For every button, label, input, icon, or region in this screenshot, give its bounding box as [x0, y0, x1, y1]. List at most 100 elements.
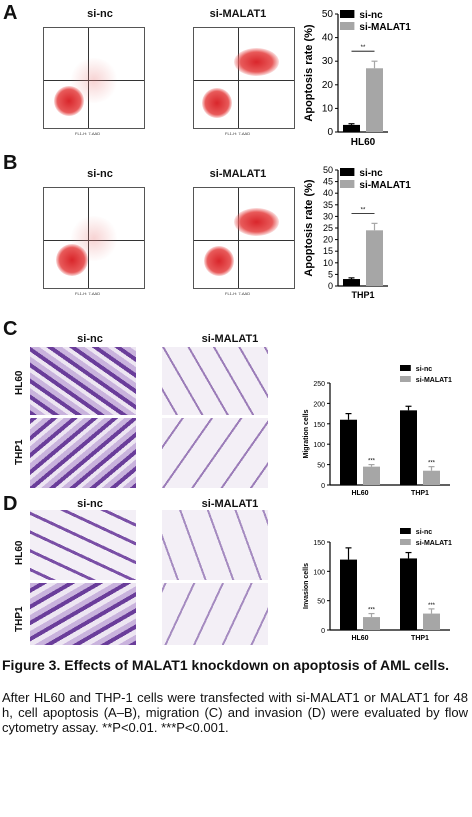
legend-swatch-si-nc [400, 528, 411, 534]
micrograph-d-hl60-simalat1 [162, 510, 268, 580]
panel-a-left-label: si-nc [87, 8, 113, 20]
y-axis-label: Apoptosis rate (%) [303, 24, 315, 122]
micrograph-c-thp1-sinc [30, 418, 136, 488]
y-tick-label: 250 [313, 381, 325, 388]
legend-label: si-MALAT1 [416, 377, 452, 384]
legend-label: si-nc [416, 366, 432, 373]
flow-plot-a-sinc [43, 27, 145, 129]
panel-letter-d: D [3, 493, 18, 515]
bar-si-nc-thp1 [343, 279, 360, 286]
panel-letter-a: A [3, 2, 18, 24]
chart-d: 0 50 100 150 Invasion cells *** HL60 *** THP1 si-… [303, 528, 452, 642]
legend-swatch-si-malat1 [400, 539, 411, 545]
legend-swatch-si-malat1 [400, 376, 411, 382]
y-tick-label: 100 [313, 569, 325, 576]
panel-c-left-label: si-nc [77, 333, 103, 345]
y-tick-label: 25 [323, 223, 333, 233]
panel-c-row2-label: THP1 [14, 439, 25, 465]
micrograph-c-hl60-sinc [30, 347, 136, 415]
y-tick-label: 45 [323, 177, 333, 187]
y-tick-label: 0 [327, 127, 333, 138]
legend-swatch-si-nc [340, 10, 355, 18]
y-axis-label: Apoptosis rate (%) [303, 179, 315, 277]
legend-swatch-si-malat1 [340, 22, 355, 30]
flow-plot-b-simalat1 [193, 187, 295, 289]
significance-marker: *** [368, 459, 376, 465]
bar-si-nc-hl60 [343, 124, 360, 132]
flow-b-sinc-xaxis: FL1-H: 7-AAD [75, 291, 101, 296]
y-axis-label: Invasion cells [303, 563, 310, 609]
bar-si-nc-hl60 [340, 419, 357, 485]
y-tick-label: 15 [323, 246, 333, 256]
panel-d-row1-label: HL60 [14, 540, 25, 565]
y-tick-label: 50 [317, 599, 325, 606]
legend-label: si-MALAT1 [359, 22, 411, 33]
panel-letter-c: C [3, 318, 18, 340]
flow-a-simalat1-xaxis: FL1-H: 7-AAD [225, 131, 251, 136]
micrograph-d-hl60-sinc [30, 510, 136, 580]
micrograph-d-thp1-sinc [30, 583, 136, 645]
bar-si-nc-hl60 [340, 559, 357, 630]
chart-c: 0 50 100 150 200 250 Migration cells *** HL60 ***… [303, 365, 452, 497]
legend-label: si-nc [359, 10, 383, 21]
legend-swatch-si-malat1 [340, 180, 355, 188]
y-tick-label: 40 [322, 33, 334, 44]
panel-a-right-label: si-MALAT1 [209, 8, 267, 20]
panel-letter-b: B [3, 152, 18, 174]
micrograph-c-hl60-simalat1 [162, 347, 268, 415]
micrograph-d-thp1-simalat1 [162, 583, 268, 645]
bar-si-malat1-thp1 [423, 613, 440, 630]
bar-si-malat1-hl60 [366, 68, 383, 132]
y-tick-label: 50 [323, 165, 333, 175]
bar-si-nc-thp1 [400, 410, 417, 485]
significance-marker: *** [368, 608, 376, 614]
bar-si-nc-thp1 [400, 558, 417, 630]
panel-d-right-label: si-MALAT1 [201, 498, 259, 510]
panel-b-right-label: si-MALAT1 [209, 168, 267, 180]
x-category-label: HL60 [351, 137, 376, 148]
figure-caption-title: Figure 3. Effects of MALAT1 knockdown on… [2, 657, 450, 673]
y-tick-label: 150 [313, 540, 325, 547]
flow-plot-a-simalat1 [193, 27, 295, 129]
chart-a: 0 10 20 30 40 50 Apoptosis rate (%) HL60 ** si-nc… [303, 9, 411, 148]
legend-label: si-MALAT1 [416, 540, 452, 547]
y-tick-label: 35 [323, 200, 333, 210]
legend-label: si-MALAT1 [359, 180, 411, 191]
legend-swatch-si-nc [340, 168, 355, 176]
y-tick-label: 30 [322, 56, 334, 67]
y-axis-label: Migration cells [303, 409, 310, 458]
x-category-label: HL60 [351, 490, 368, 497]
y-tick-label: 10 [323, 258, 333, 268]
panel-b-left-label: si-nc [87, 168, 113, 180]
x-category-label: THP1 [411, 635, 429, 642]
x-category-label: HL60 [351, 635, 368, 642]
y-tick-label: 50 [317, 463, 325, 470]
flow-plot-b-sinc [43, 187, 145, 289]
significance-marker: *** [428, 603, 436, 609]
y-tick-label: 5 [328, 269, 333, 279]
legend-swatch-si-nc [400, 365, 411, 371]
y-tick-label: 0 [321, 628, 325, 635]
bar-si-malat1-hl60 [363, 466, 380, 485]
y-tick-label: 0 [321, 483, 325, 490]
legend-label: si-nc [416, 529, 432, 536]
y-tick-label: 10 [322, 103, 334, 114]
bar-si-malat1-hl60 [363, 617, 380, 630]
bar-si-malat1-thp1 [366, 230, 383, 286]
significance-marker: ** [361, 45, 366, 51]
panel-c-right-label: si-MALAT1 [201, 333, 259, 345]
y-tick-label: 20 [323, 235, 333, 245]
significance-marker: *** [428, 461, 436, 467]
y-tick-label: 0 [328, 281, 333, 291]
micrograph-c-thp1-simalat1 [162, 418, 268, 488]
bar-si-malat1-thp1 [423, 470, 440, 485]
panel-d-row2-label: THP1 [14, 606, 25, 632]
y-tick-label: 150 [313, 422, 325, 429]
y-tick-label: 30 [323, 211, 333, 221]
x-category-label: THP1 [351, 290, 374, 300]
legend-label: si-nc [359, 168, 383, 179]
flow-a-sinc-xaxis: FL1-H: 7-AAD [75, 131, 101, 136]
y-tick-label: 100 [313, 442, 325, 449]
y-tick-label: 20 [322, 80, 334, 91]
